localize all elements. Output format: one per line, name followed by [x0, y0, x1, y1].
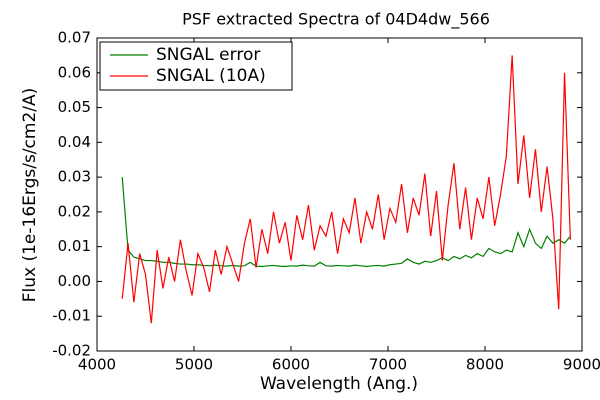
x-tick-label: 9000: [563, 356, 600, 374]
x-axis-label: Wavelength (Ang.): [260, 374, 418, 394]
x-tick-label: 8000: [466, 356, 504, 374]
x-tick-label: 4000: [78, 356, 116, 374]
x-tick-label: 5000: [175, 356, 213, 374]
plot-frame: [96, 37, 583, 352]
y-axis-label: Flux (1e-16Ergs/s/cm2/A): [20, 88, 40, 303]
y-tick-label: 0.05: [58, 98, 91, 116]
x-tick-label: 7000: [369, 356, 407, 374]
y-tick-label: 0.00: [58, 272, 91, 290]
legend-label: SNGAL (10A): [156, 66, 266, 86]
legend-label: SNGAL error: [156, 45, 260, 65]
y-tick-label: 0.06: [58, 63, 91, 81]
y-tick-label: -0.01: [52, 307, 91, 325]
legend-box: [99, 41, 293, 91]
series-line: [121, 55, 571, 324]
y-tick-label: 0.04: [58, 133, 91, 151]
y-tick-label: 0.07: [58, 29, 91, 47]
chart-title: PSF extracted Spectra of 04D4dw_566: [182, 10, 490, 30]
y-tick-label: -0.02: [52, 342, 91, 360]
x-tick-label: 6000: [272, 356, 310, 374]
y-tick-label: 0.03: [58, 168, 91, 186]
y-tick-label: 0.02: [58, 202, 91, 220]
y-tick-label: 0.01: [58, 237, 91, 255]
